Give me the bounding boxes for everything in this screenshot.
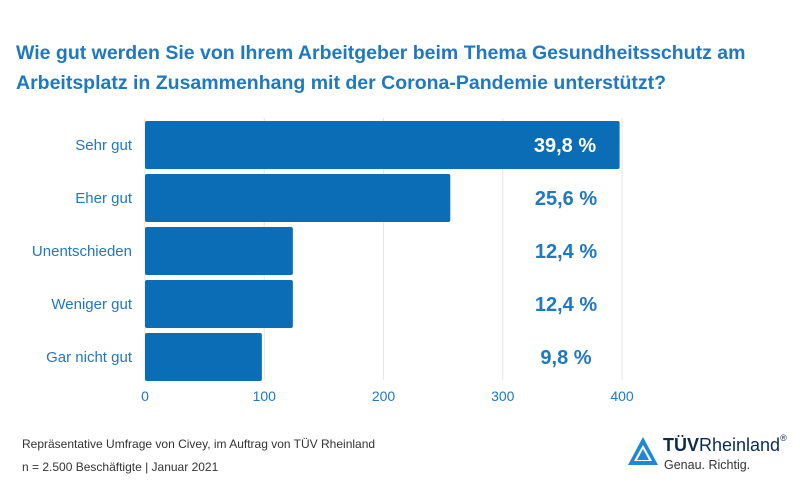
bar-chart: Sehr gut Eher gut Unentschieden Weniger gut… [32,118,634,404]
bar [145,174,451,222]
tuv-rheinland-logo: TÜVRheinland® Genau. Richtig. [627,433,797,484]
x-tick-label: 0 [141,388,149,404]
x-tick-label: 200 [372,388,396,404]
bars [145,121,620,381]
logo-brand-bold: TÜV [663,435,699,455]
chart-title: Wie gut werden Sie von Ihrem Arbeitgeber… [16,42,746,94]
bar [145,121,620,169]
value-label: 12,4 % [535,294,597,316]
category-labels: Sehr gut Eher gut Unentschieden Weniger gut… [32,137,133,366]
value-label: 9,8 % [540,347,591,369]
value-label: 25,6 % [535,188,597,210]
value-label: 12,4 % [535,241,597,263]
x-tick-label: 100 [253,388,277,404]
registered-mark: ® [780,433,787,443]
logo-brand: TÜVRheinland® [663,433,787,456]
category-label: Eher gut [75,190,133,207]
x-tick-label: 300 [491,388,515,404]
bar [145,333,262,381]
logo-brand-regular: Rheinland [699,435,781,455]
x-tick-label: 400 [610,388,634,404]
value-labels: 39,8 % 25,6 % 12,4 % 12,4 % 9,8 % [534,135,597,369]
x-axis-ticks: 0 100 200 300 400 [141,388,634,404]
bar [145,227,293,275]
value-label: 39,8 % [534,135,596,157]
triangle-logo-icon [628,437,658,465]
category-label: Weniger gut [51,296,132,313]
bar [145,280,293,328]
category-label: Gar nicht gut [46,349,133,366]
category-label: Sehr gut [75,137,133,154]
source-note: Repräsentative Umfrage von Civey, im Auf… [22,437,376,451]
category-label: Unentschieden [32,243,132,260]
logo-claim: Genau. Richtig. [664,458,751,472]
sample-note: n = 2.500 Beschäftigte | Januar 2021 [22,460,219,474]
